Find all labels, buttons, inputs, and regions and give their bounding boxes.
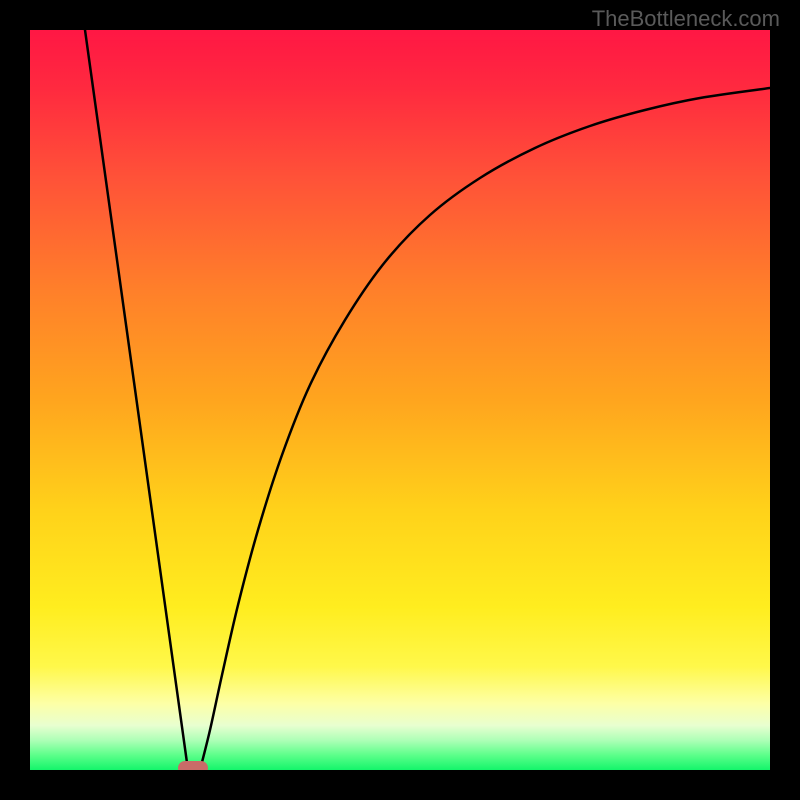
chart-container: TheBottleneck.com <box>0 0 800 800</box>
right-curve <box>200 88 770 770</box>
plot-area <box>30 30 770 770</box>
bottleneck-marker <box>178 761 208 770</box>
curve-layer <box>30 30 770 770</box>
left-line <box>85 30 188 770</box>
watermark-text: TheBottleneck.com <box>592 6 780 32</box>
